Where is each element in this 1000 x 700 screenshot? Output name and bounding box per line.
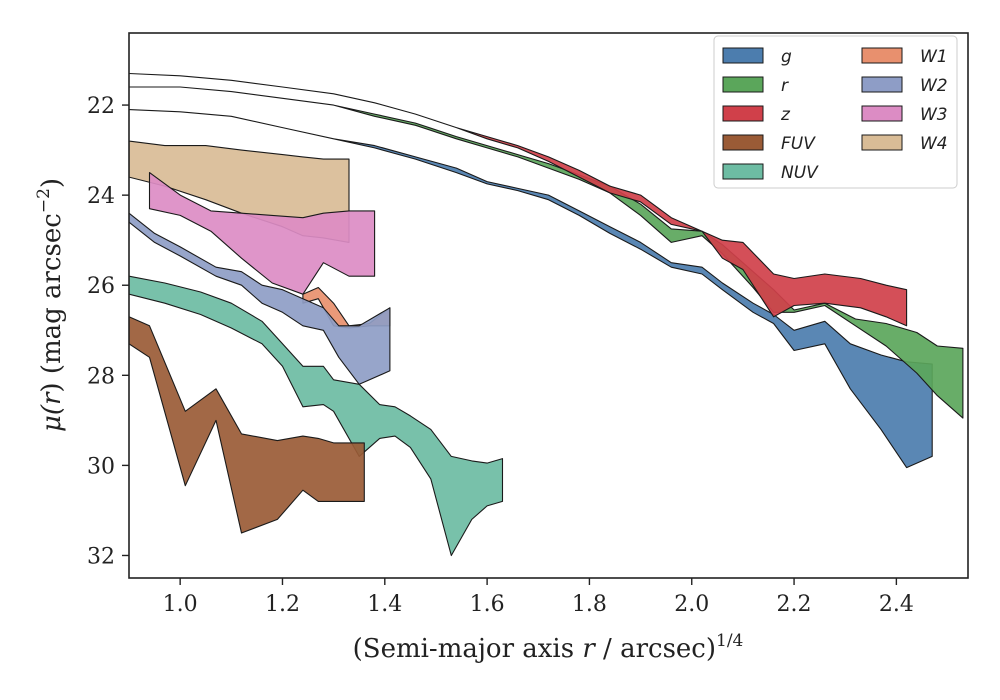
x-tick-label: 1.8: [572, 592, 607, 617]
legend: grz FUV NUV W1 W2 W3 W4: [713, 35, 958, 189]
x-tick-label: 1.4: [367, 592, 402, 617]
x-tick-label: 2.4: [879, 592, 914, 617]
x-axis-title: (Semi-major axis r / arcsec)1/4: [353, 631, 744, 664]
plot-frame: [128, 32, 969, 579]
band-w3: [148, 172, 376, 295]
band-z: [129, 72, 908, 327]
x-tick-label: 1.6: [470, 592, 505, 617]
band-areas: [129, 72, 964, 557]
legend-label-w1: W1: [920, 47, 948, 67]
band-fuv: [129, 316, 365, 534]
y-axis-title: μ(r) (mag arcsec−2): [34, 178, 67, 432]
y-tick-label: 26: [87, 274, 115, 299]
x-tick-label: 2.0: [674, 592, 709, 617]
y-axis-ticks: 22 24 26 28 30 32: [87, 94, 129, 569]
legend-swatch-w2: [861, 76, 903, 93]
legend-label-w2: W2: [920, 76, 948, 96]
band-w2: [129, 212, 391, 385]
legend-label-z: z: [780, 105, 791, 125]
legend-swatch-nuv: [722, 163, 764, 180]
legend-swatch-g: [722, 47, 764, 64]
legend-label-w4: W4: [920, 134, 948, 154]
legend-swatch-w4: [861, 134, 903, 151]
band-r: [129, 86, 964, 419]
legend-swatch-w1: [861, 47, 903, 64]
y-tick-label: 30: [87, 454, 115, 479]
y-tick-label: 28: [87, 364, 115, 389]
y-tick-label: 22: [87, 94, 115, 119]
band-g: [129, 109, 933, 469]
legend-swatch-z: [722, 105, 764, 122]
legend-label-r: r: [781, 76, 789, 96]
x-tick-label: 2.2: [777, 592, 812, 617]
legend-label-fuv: FUV: [781, 134, 816, 154]
x-tick-label: 1.0: [163, 592, 198, 617]
legend-label-w3: W3: [920, 105, 948, 125]
legend-swatch-w3: [861, 105, 903, 122]
y-tick-label: 32: [87, 544, 115, 569]
legend-label-g: g: [781, 47, 792, 67]
band-nuv: [129, 275, 504, 557]
x-axis-ticks: 1.0 1.2 1.4 1.6 1.8 2.0 2.2 2.4: [163, 578, 914, 617]
legend-swatch-fuv: [722, 134, 764, 151]
x-tick-label: 1.2: [265, 592, 300, 617]
legend-swatch-r: [722, 76, 764, 93]
legend-label-nuv: NUV: [781, 163, 819, 183]
y-tick-label: 24: [87, 184, 115, 209]
